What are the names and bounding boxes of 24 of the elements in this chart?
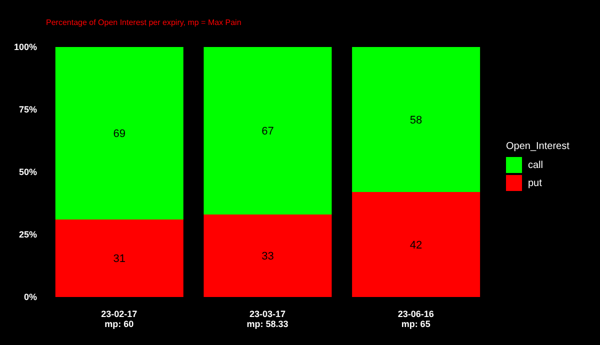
legend-label: put	[528, 178, 542, 188]
x-tick-label: 23-02-17 mp: 60	[101, 309, 138, 329]
data-label: 58	[410, 114, 422, 126]
data-label: 33	[262, 250, 274, 263]
bar	[55, 220, 184, 297]
x-tick-label: 23-03-17 mp: 58.33	[246, 309, 288, 329]
data-label: 69	[113, 128, 126, 140]
y-tick-label: 0%	[24, 292, 37, 302]
legend-title: Open_Interest	[506, 141, 570, 152]
bar	[352, 192, 480, 297]
y-tick-label: 100%	[14, 42, 37, 52]
bar	[204, 47, 332, 214]
x-tick-label: 23-06-16 mp: 65	[398, 309, 434, 329]
bar	[204, 214, 332, 297]
data-label: 31	[113, 253, 126, 266]
y-tick-label: 25%	[18, 230, 37, 240]
bar	[55, 47, 184, 220]
data-label: 42	[410, 239, 422, 252]
y-tick-label: 50%	[18, 167, 37, 178]
chart-subtitle: Percentage of Open Interest per expiry, mp = Max Pain	[46, 18, 242, 27]
legend-label: call	[528, 160, 544, 170]
bar	[352, 47, 480, 192]
data-label: 67	[262, 126, 274, 138]
y-tick-label: 75%	[18, 104, 37, 115]
